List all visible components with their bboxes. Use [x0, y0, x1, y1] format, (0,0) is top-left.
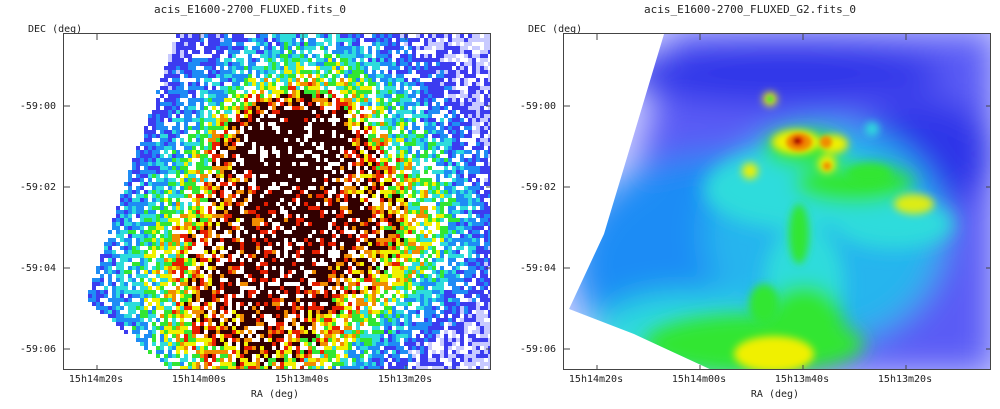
y-tick-label: -59:06	[519, 344, 556, 355]
x-tick-label: 15h13m40s	[774, 374, 830, 385]
y-tick-label: -59:02	[519, 182, 556, 193]
panel-title: acis_E1600-2700_FLUXED_G2.fits_0	[644, 3, 856, 16]
y-axis-label: DEC (deg)	[28, 24, 83, 35]
y-tick-label: -59:06	[19, 344, 56, 355]
raw-count-image	[64, 34, 490, 369]
x-tick-label: 15h14m20s	[568, 374, 624, 385]
y-tick-label: -59:00	[19, 101, 56, 112]
axis-ticks	[64, 34, 490, 369]
x-tick-label: 15h13m20s	[877, 374, 933, 385]
x-tick-label: 15h13m20s	[377, 374, 433, 385]
axis-ticks	[564, 34, 990, 369]
panel-title: acis_E1600-2700_FLUXED.fits_0	[153, 3, 347, 16]
x-tick-label: 15h14m00s	[171, 374, 227, 385]
x-axis-label: RA (deg)	[750, 389, 800, 400]
y-tick-label: -59:00	[519, 101, 556, 112]
left-image-panel: acis_E1600-2700_FLUXED.fits_0 DEC (deg) …	[19, 3, 491, 400]
x-tick-label: 15h14m00s	[671, 374, 727, 385]
y-tick-label: -59:02	[19, 182, 56, 193]
x-tick-label: 15h13m40s	[274, 374, 330, 385]
y-tick-label: -59:04	[519, 263, 556, 274]
y-tick-label: -59:04	[19, 263, 56, 274]
x-axis-label: RA (deg)	[250, 389, 300, 400]
image-plot-area[interactable]	[63, 33, 491, 370]
right-image-panel: acis_E1600-2700_FLUXED_G2.fits_0 DEC (de…	[500, 0, 1000, 409]
image-plot-area[interactable]	[563, 33, 991, 370]
x-tick-label: 15h14m20s	[68, 374, 124, 385]
smoothed-image	[564, 34, 990, 369]
y-axis-label: DEC (deg)	[528, 24, 583, 35]
